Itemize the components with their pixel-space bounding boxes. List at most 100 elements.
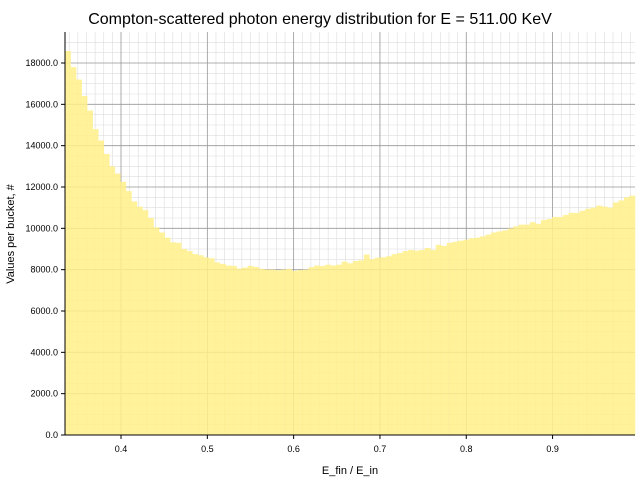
- histogram-bar: [231, 265, 237, 435]
- histogram-bar: [103, 153, 110, 435]
- histogram-bar: [131, 201, 138, 435]
- histogram-bar: [65, 51, 71, 435]
- histogram-bar: [330, 265, 337, 435]
- histogram-bar: [513, 226, 520, 435]
- y-tick-label: 4000.0: [30, 347, 58, 357]
- histogram-bar: [568, 212, 575, 435]
- histogram-bar: [225, 265, 232, 435]
- histogram-bar: [247, 265, 254, 435]
- histogram-bar: [452, 241, 459, 435]
- histogram-bar: [369, 259, 376, 435]
- histogram-bar: [441, 245, 448, 435]
- histogram-bar: [125, 191, 132, 435]
- histogram-bar: [347, 263, 354, 435]
- histogram-bar: [242, 267, 248, 435]
- histogram-bar: [574, 212, 580, 435]
- histogram-bar: [540, 220, 547, 435]
- y-tick-label: 2000.0: [30, 389, 58, 399]
- histogram-bar: [142, 210, 149, 435]
- histogram-bar: [496, 231, 503, 435]
- y-tick-label: 16000.0: [25, 99, 58, 109]
- histogram-bar: [203, 257, 210, 435]
- y-tick-label: 0.0: [45, 430, 58, 440]
- histogram-bar: [563, 214, 569, 435]
- histogram-bar: [607, 207, 614, 435]
- histogram-bar: [546, 219, 553, 435]
- histogram-bar: [474, 237, 481, 435]
- histogram-bar: [557, 216, 564, 435]
- histogram-bar: [374, 257, 381, 435]
- y-axis-ticks: 0.0 2000.0 4000.0 6000.0 8000.0 10000.0 12000.…: [25, 58, 65, 440]
- histogram-bar: [397, 253, 403, 435]
- histogram-bar: [457, 240, 464, 435]
- x-tick-label: 0.4: [115, 444, 128, 454]
- histogram-bar: [629, 195, 636, 435]
- histogram-bar: [596, 205, 603, 435]
- x-tick-label: 0.9: [546, 444, 559, 454]
- histogram-bar: [280, 269, 287, 435]
- y-tick-label: 8000.0: [30, 265, 58, 275]
- histogram-bar: [413, 250, 420, 435]
- histogram-bar: [175, 242, 182, 435]
- histogram-bar: [208, 258, 215, 435]
- histogram-bar: [192, 253, 199, 435]
- histogram-bar: [507, 228, 514, 435]
- x-tick-label: 0.7: [374, 444, 387, 454]
- histogram-bar: [314, 265, 320, 435]
- histogram-bar: [618, 200, 625, 435]
- axes: [64, 32, 635, 436]
- histogram-bar: [81, 96, 88, 436]
- histogram-bar: [325, 264, 331, 435]
- histogram-bar: [92, 129, 99, 435]
- x-tick-label: 0.8: [460, 444, 473, 454]
- histogram-bar: [363, 254, 370, 435]
- histogram-bar: [485, 234, 492, 435]
- x-tick-label: 0.5: [201, 444, 214, 454]
- x-axis-ticks: 0.4 0.5 0.6 0.7 0.8 0.9: [115, 435, 559, 454]
- histogram-bar: [269, 269, 276, 435]
- histogram-bar: [408, 250, 414, 435]
- histogram-bar: [76, 79, 82, 436]
- histogram-bar: [590, 207, 597, 435]
- histogram-bar: [612, 202, 619, 435]
- y-tick-label: 18000.0: [25, 58, 58, 68]
- histogram-bar: [585, 208, 592, 435]
- histogram-bar: [308, 267, 315, 435]
- histogram-bar: [402, 251, 409, 435]
- histogram-bar: [419, 250, 426, 435]
- y-tick-label: 10000.0: [25, 223, 58, 233]
- histogram-bar: [98, 140, 105, 435]
- histogram-bar: [214, 262, 221, 435]
- y-tick-label: 14000.0: [25, 141, 58, 151]
- histogram-bar: [380, 257, 387, 435]
- histogram-bar: [170, 242, 176, 435]
- histogram-bar: [120, 181, 127, 435]
- x-tick-label: 0.6: [287, 444, 300, 454]
- histogram-bar: [579, 210, 586, 435]
- histogram-bar: [148, 218, 154, 435]
- histogram-bar: [529, 222, 536, 435]
- histogram-bar: [385, 256, 392, 435]
- histogram-bar: [551, 216, 558, 435]
- histogram-bar: [341, 261, 348, 435]
- histogram-bar: [109, 166, 116, 436]
- histogram-bar: [219, 263, 226, 435]
- histogram-bar: [87, 110, 93, 436]
- histogram-bar: [463, 239, 470, 435]
- histogram-bar: [302, 269, 309, 435]
- histogram-bars: [65, 51, 636, 436]
- histogram-bar: [291, 270, 298, 435]
- histogram-bar: [480, 236, 486, 435]
- histogram-bar: [535, 223, 542, 435]
- chart-title: Compton-scattered photon energy distribu…: [88, 11, 552, 28]
- y-tick-label: 6000.0: [30, 306, 58, 316]
- histogram-bar: [286, 268, 293, 435]
- histogram-bar: [153, 227, 160, 435]
- histogram-bar: [319, 265, 326, 435]
- histogram-bar: [336, 264, 342, 435]
- histogram-bar: [391, 254, 398, 435]
- histogram-bar: [136, 206, 143, 435]
- histogram-bar: [424, 247, 431, 435]
- histogram-bar: [181, 249, 188, 435]
